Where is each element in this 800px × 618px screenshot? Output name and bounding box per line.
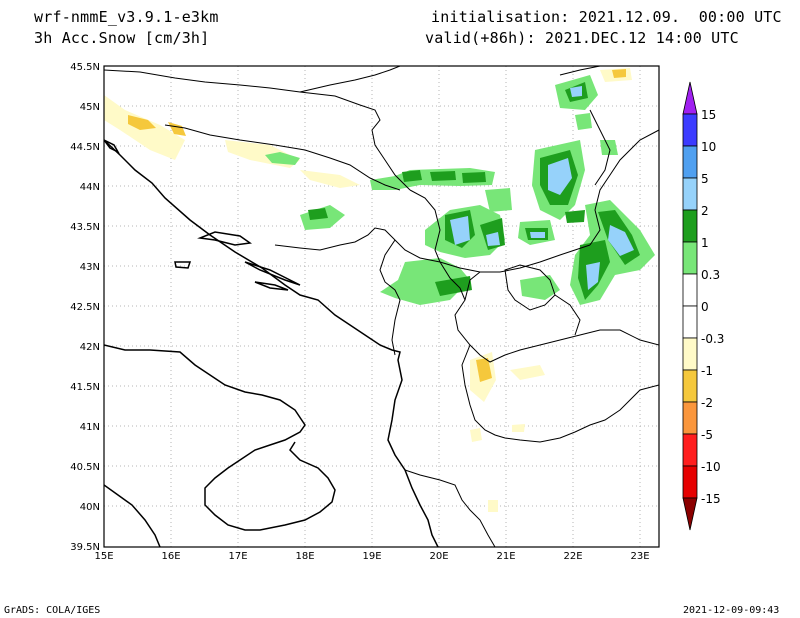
lon-label: 17E [228,551,247,562]
lon-label: 23E [630,551,649,562]
colorbar-swatch [682,273,698,307]
coastlines [104,139,439,547]
lon-label: 22E [563,551,582,562]
footer-credit: GrADS: COLA/IGES [4,605,101,616]
footer-timestamp: 2021-12-09-09:43 [683,605,780,616]
colorbar-bottom-arrow [682,497,698,531]
lat-label: 42.5N [70,302,100,313]
lon-label: 18E [295,551,314,562]
colorbar-swatch [682,337,698,371]
colorbar-label: 10 [701,140,716,154]
lat-label: 45.5N [70,62,100,73]
colorbar-label: -15 [701,492,721,506]
lon-label: 21E [496,551,515,562]
colorbar-swatch [682,113,698,147]
init-time: initialisation: 2021.12.09. 00:00 UTC [431,8,782,26]
colorbar-label: -5 [701,428,713,442]
colorbar-label: 15 [701,108,716,122]
lat-axis-labels: 45.5N 45N 44.5N 44N 43.5N 43N 42.5N 42N … [70,62,100,553]
lat-label: 44.5N [70,142,100,153]
map-frame [103,65,660,548]
lat-label: 41.5N [70,382,100,393]
model-title: wrf-nmmE_v3.9.1-e3km [34,8,219,26]
colorbar-swatch [682,145,698,179]
colorbar-top-arrow [682,81,698,115]
snow-accumulation-heavy [450,86,634,290]
lat-label: 41N [80,422,100,433]
lat-label: 42N [80,342,100,353]
colorbar-swatch [682,305,698,339]
lon-label: 20E [429,551,448,562]
lon-axis-labels: 15E 16E 17E 18E 19E 20E 21E 22E 23E [94,551,649,562]
colorbar-label: -10 [701,460,721,474]
colorbar-label: -0.3 [701,332,724,346]
colorbar-label: 2 [701,204,709,218]
valid-time: valid(+86h): 2021.DEC.12 14:00 UTC [425,29,739,47]
lat-label: 44N [80,182,100,193]
colorbar-swatch [682,465,698,499]
colorbar-label: 5 [701,172,709,186]
lon-label: 16E [161,551,180,562]
lat-label: 40.5N [70,462,100,473]
lat-label: 43N [80,262,100,273]
map-gridlines [104,66,659,547]
colorbar-swatch [682,177,698,211]
lon-label: 15E [94,551,113,562]
colorbar-label: -2 [701,396,713,410]
lon-label: 19E [362,551,381,562]
colorbar-swatch [682,241,698,275]
colorbar-labels: 15 10 5 2 1 0.3 0 -0.3 -1 -2 -5 -10 -15 [701,108,724,506]
lat-label: 45N [80,102,100,113]
colorbar-swatch [682,433,698,467]
colorbar [682,81,698,531]
snow-decrease-moderate [128,69,626,382]
lat-label: 43.5N [70,222,100,233]
variable-title: 3h Acc.Snow [cm/3h] [34,29,210,47]
lat-label: 40N [80,502,100,513]
country-borders [104,66,659,547]
lat-label: 39.5N [70,542,100,553]
colorbar-label: 1 [701,236,709,250]
colorbar-swatch [682,401,698,435]
colorbar-label: 0.3 [701,268,720,282]
colorbar-swatch [682,369,698,403]
colorbar-label: -1 [701,364,713,378]
colorbar-swatch [682,209,698,243]
colorbar-label: 0 [701,300,709,314]
